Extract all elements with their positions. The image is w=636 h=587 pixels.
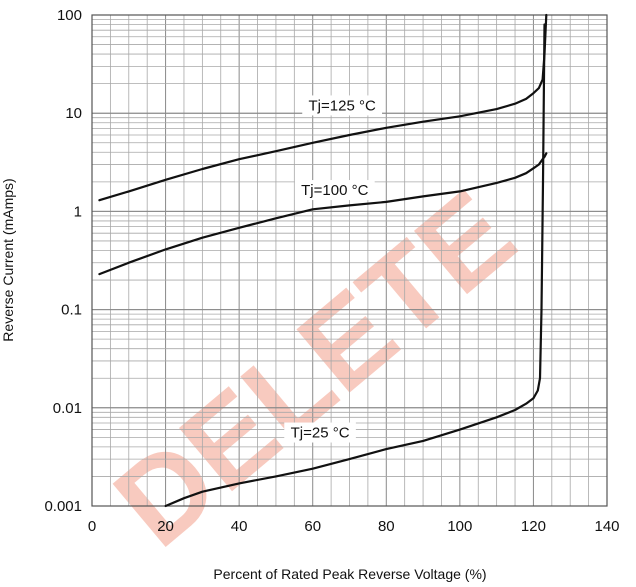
y-tick-label: 1	[74, 203, 82, 220]
y-tick-label: 100	[57, 7, 82, 24]
watermark: DELETE	[90, 165, 539, 572]
x-axis-title: Percent of Rated Peak Reverse Voltage (%…	[213, 566, 486, 582]
x-tick-label: 60	[304, 518, 321, 535]
x-tick-label: 20	[157, 518, 174, 535]
x-tick-label: 80	[378, 518, 395, 535]
series-line-2	[164, 23, 546, 508]
curve-labels: Tj=125 °C Tj=100 °C Tj=25 °C	[284, 95, 383, 443]
curve-label-background	[284, 422, 356, 443]
y-axis-ticks: 0.001 0.01 0.1 1 10 100	[44, 7, 82, 515]
y-tick-label: 0.001	[44, 498, 82, 515]
x-tick-label: 140	[594, 518, 619, 535]
x-tick-label: 120	[521, 518, 546, 535]
curves	[98, 13, 548, 508]
x-tick-label: 40	[231, 518, 248, 535]
curve-label-background	[294, 180, 375, 201]
curve-label: Tj=125 °C	[309, 97, 376, 114]
curve-label: Tj=25 °C	[291, 425, 350, 442]
y-tick-label: 10	[65, 105, 82, 122]
x-axis-ticks: 0 20 40 60 80 100 120 140	[88, 518, 620, 535]
curve-label-background	[302, 95, 383, 116]
x-tick-label: 0	[88, 518, 96, 535]
y-tick-label: 0.1	[61, 302, 82, 319]
plot-area	[91, 14, 608, 507]
x-tick-label: 100	[447, 518, 472, 535]
y-tick-label: 0.01	[53, 400, 82, 417]
y-axis-title: Reverse Current (mAmps)	[0, 178, 16, 341]
watermark-text: DELETE	[90, 165, 539, 572]
series-line-1	[98, 152, 548, 276]
curve-label: Tj=100 °C	[301, 182, 368, 199]
series-line-0	[98, 13, 548, 202]
